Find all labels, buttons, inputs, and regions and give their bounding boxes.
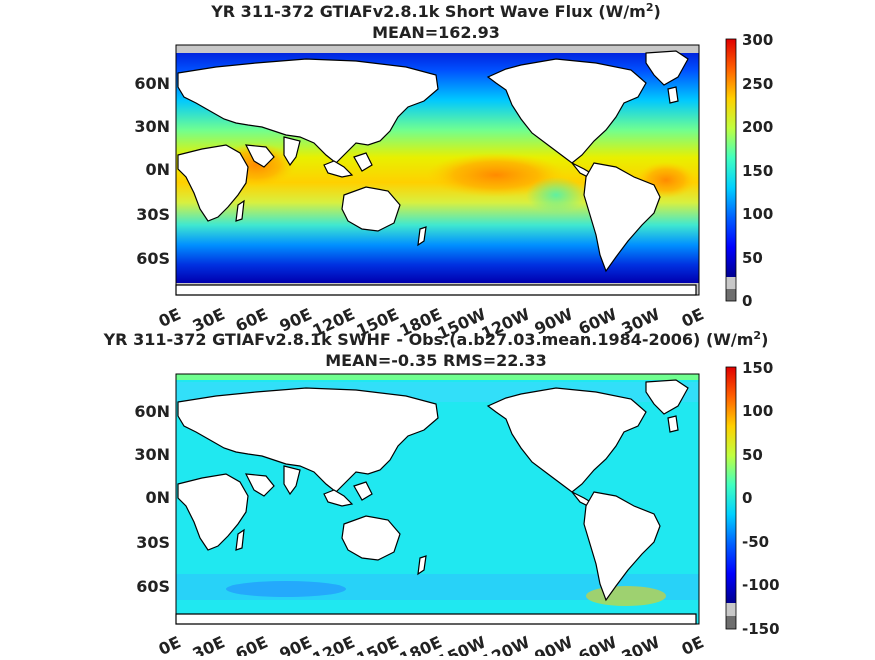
svg-text:-50: -50	[742, 533, 769, 551]
map-bottom-frame	[175, 373, 700, 625]
panel-top-subtitle: MEAN=162.93	[372, 23, 500, 42]
anomaly-south-warm	[586, 586, 666, 606]
svg-text:0N: 0N	[145, 160, 170, 179]
panel-top-title: YR 311-372 GTIAFv2.8.1k Short Wave Flux …	[210, 1, 661, 21]
svg-text:0E: 0E	[156, 304, 184, 331]
svg-text:0E: 0E	[156, 632, 184, 656]
panel-bottom-subtitle: MEAN=-0.35 RMS=22.33	[325, 351, 547, 370]
svg-text:60S: 60S	[136, 249, 170, 268]
svg-text:90W: 90W	[531, 632, 576, 656]
map-bottom	[175, 373, 700, 625]
svg-text:60N: 60N	[134, 74, 170, 93]
lon-labels-bottom: 0E 30E 60E 90E 120E 150E 180E 150W 120W …	[156, 632, 707, 660]
svg-text:60E: 60E	[233, 632, 271, 656]
svg-text:30E: 30E	[190, 632, 228, 656]
svg-text:60N: 60N	[134, 402, 170, 421]
svg-text:30N: 30N	[134, 445, 170, 464]
svg-text:120E: 120E	[309, 632, 357, 656]
svg-text:120W: 120W	[478, 632, 533, 656]
svg-text:200: 200	[742, 118, 773, 136]
svg-text:0: 0	[742, 292, 752, 310]
svg-text:30W: 30W	[618, 632, 663, 656]
svg-text:30S: 30S	[136, 533, 170, 552]
svg-text:50: 50	[742, 249, 763, 267]
panel-bottom: YR 311-372 GTIAFv2.8.1k SWHF - Obs.(a.b2…	[103, 329, 780, 660]
missing-north	[176, 45, 699, 53]
svg-text:50: 50	[742, 446, 763, 464]
map-top	[175, 44, 700, 296]
missing-north-bottom	[176, 374, 699, 380]
anomaly-south-cool	[226, 581, 346, 597]
panel-bottom-title: YR 311-372 GTIAFv2.8.1k SWHF - Obs.(a.b2…	[103, 329, 769, 349]
svg-text:0E: 0E	[679, 632, 707, 656]
lat-labels-top: 60N 30N 0N 30S 60S	[134, 74, 170, 268]
cool-pacific-east	[526, 177, 586, 213]
svg-text:-100: -100	[742, 576, 780, 594]
svg-text:250: 250	[742, 75, 773, 93]
svg-text:150E: 150E	[353, 632, 401, 656]
svg-text:100: 100	[742, 205, 773, 223]
svg-text:60W: 60W	[575, 632, 620, 656]
svg-text:150: 150	[742, 359, 773, 377]
svg-text:-150: -150	[742, 620, 780, 638]
panel-top: YR 311-372 GTIAFv2.8.1k Short Wave Flux …	[134, 1, 773, 343]
svg-text:150: 150	[742, 162, 773, 180]
svg-text:30S: 30S	[136, 205, 170, 224]
svg-text:0N: 0N	[145, 488, 170, 507]
colorbar-top: 300 250 200 150 100 50 0	[725, 31, 773, 310]
svg-text:100: 100	[742, 402, 773, 420]
svg-text:30N: 30N	[134, 117, 170, 136]
lat-labels-bottom: 60N 30N 0N 30S 60S	[134, 402, 170, 596]
svg-text:0E: 0E	[679, 304, 707, 331]
map-top-frame	[175, 44, 700, 296]
colorbar-bottom: 150 100 50 0 -50 -100 -150	[725, 359, 780, 638]
svg-text:90E: 90E	[277, 632, 315, 656]
svg-text:60S: 60S	[136, 577, 170, 596]
svg-text:0: 0	[742, 489, 752, 507]
svg-text:300: 300	[742, 31, 773, 49]
